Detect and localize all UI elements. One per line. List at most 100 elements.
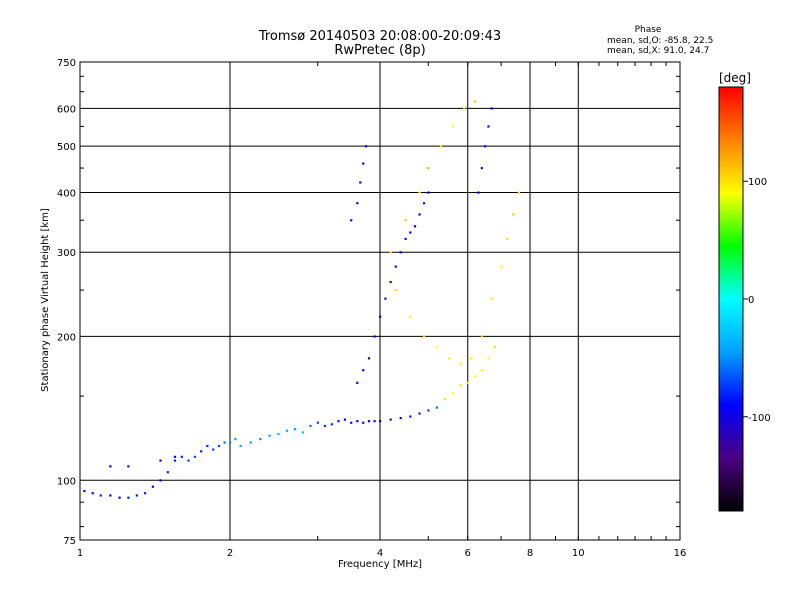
data-point: [413, 225, 417, 228]
data-point: [173, 459, 177, 462]
colorbar: [718, 86, 744, 512]
y-tick-label: 75: [63, 536, 76, 547]
y-tick-label: 300: [57, 248, 76, 259]
data-point: [350, 219, 353, 222]
data-point: [459, 384, 462, 387]
data-point: [367, 420, 371, 423]
data-point: [323, 424, 327, 428]
x-tick-label: 2: [227, 548, 233, 559]
data-point: [480, 335, 483, 338]
data-point: [473, 375, 477, 378]
data-point: [422, 202, 426, 205]
data-point: [379, 315, 382, 318]
y-tick-labels: 75 100 200 300 400 500 600 750: [57, 58, 76, 547]
data-point: [506, 237, 509, 241]
data-point: [384, 297, 387, 300]
y-tick-label: 400: [57, 188, 76, 199]
data-point: [389, 280, 392, 284]
data-point: [159, 459, 162, 462]
data-point: [463, 107, 466, 110]
data-point: [394, 289, 397, 292]
data-point: [399, 416, 402, 420]
data-point: [389, 251, 392, 254]
data-point: [418, 412, 421, 415]
data-point: [362, 162, 365, 165]
x-tick-labels: 1 2 4 6 8 10 16: [77, 548, 687, 559]
data-point: [404, 219, 407, 222]
data-point: [301, 431, 305, 434]
data-point: [422, 335, 426, 338]
data-point: [362, 421, 365, 424]
data-point: [359, 181, 362, 184]
data-point: [239, 444, 242, 448]
data-point: [487, 357, 490, 360]
data-point: [350, 421, 353, 424]
data-point: [356, 420, 359, 423]
data-point: [487, 125, 490, 128]
data-point: [373, 335, 376, 338]
data-point: [409, 315, 412, 318]
stats-line-o: mean, sd,O: -85.8, 22.5: [607, 36, 713, 46]
data-point: [229, 441, 232, 444]
y-tick-label: 100: [57, 476, 76, 487]
data-point: [330, 423, 333, 426]
colorbar-ticks: 100 0 -100: [743, 177, 771, 424]
data-point: [427, 409, 430, 412]
data-point: [200, 450, 203, 453]
stats-heading: Phase: [635, 25, 662, 35]
data-point: [285, 429, 288, 432]
x-tick-label: 1: [77, 548, 83, 559]
data-point: [409, 415, 412, 418]
data-point: [362, 369, 365, 372]
data-point: [356, 202, 359, 205]
data-point: [451, 392, 455, 395]
y-tick-label: 500: [57, 142, 76, 153]
data-point: [143, 492, 147, 495]
data-point: [193, 455, 197, 458]
data-point: [91, 492, 94, 495]
data-point: [365, 145, 368, 148]
data-point: [439, 145, 443, 148]
data-point: [435, 406, 438, 409]
data-point: [180, 455, 183, 458]
data-point: [394, 265, 397, 268]
data-point: [512, 213, 515, 216]
x-tick-label: 4: [377, 548, 383, 559]
data-point: [466, 381, 469, 384]
data-point: [418, 213, 421, 216]
data-point: [206, 444, 209, 448]
chart-subtitle: RwPretec (8p): [334, 43, 425, 58]
data-point: [127, 465, 130, 468]
data-point: [135, 494, 138, 497]
data-point: [118, 496, 121, 499]
data-point: [399, 251, 402, 254]
data-point: [109, 465, 112, 468]
data-point: [109, 494, 112, 497]
data-point: [159, 479, 162, 482]
data-point: [277, 432, 280, 436]
x-tick-label: 16: [674, 548, 687, 559]
data-point: [493, 346, 497, 349]
chart-title: Tromsø 20140503 20:08:00-20:09:43: [258, 29, 501, 44]
data-point: [427, 191, 430, 194]
data-point: [343, 418, 347, 421]
colorbar-label: [deg]: [719, 71, 751, 85]
data-point: [367, 357, 371, 360]
data-point: [404, 237, 407, 241]
data-point: [477, 191, 480, 194]
colorbar-tick-label: 0: [748, 295, 754, 306]
data-points: [83, 100, 521, 499]
data-point: [490, 297, 493, 300]
colorbar-tick-label: 100: [748, 177, 767, 188]
data-point: [480, 369, 483, 372]
data-point: [435, 346, 438, 349]
data-point: [249, 441, 252, 444]
data-point: [484, 145, 487, 148]
y-tick-label: 200: [57, 332, 76, 343]
data-point: [447, 357, 451, 360]
data-point: [427, 167, 430, 170]
data-point: [259, 437, 262, 441]
data-point: [517, 191, 521, 194]
data-point: [316, 421, 319, 424]
